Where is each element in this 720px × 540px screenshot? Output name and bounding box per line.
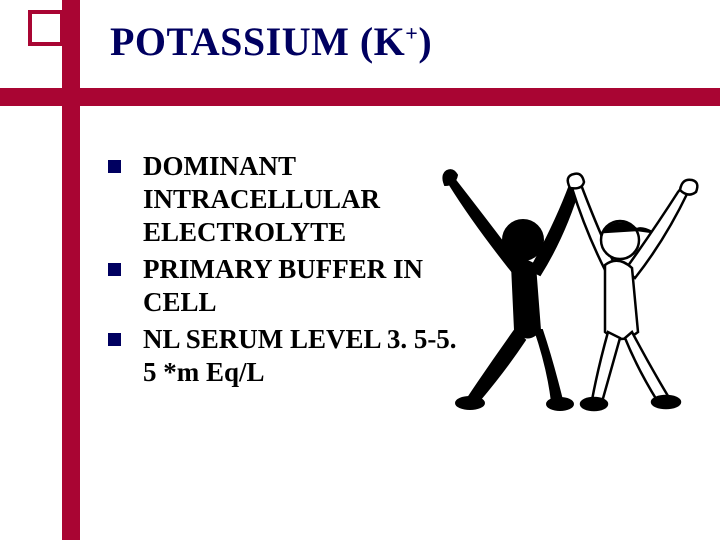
horizontal-bar [0, 88, 720, 106]
title-prefix: POTASSIUM (K [110, 19, 405, 64]
slide-title: POTASSIUM (K+) [110, 18, 432, 65]
bullet-icon [108, 160, 121, 173]
list-item: PRIMARY BUFFER IN CELL [108, 253, 458, 319]
bullet-text: NL SERUM LEVEL 3. 5-5. 5 *m Eq/L [143, 323, 458, 389]
list-item: DOMINANT INTRACELLULAR ELECTROLYTE [108, 150, 458, 249]
bullet-text: DOMINANT INTRACELLULAR ELECTROLYTE [143, 150, 458, 249]
bullet-icon [108, 263, 121, 276]
bullet-list: DOMINANT INTRACELLULAR ELECTROLYTE PRIMA… [108, 150, 458, 393]
list-item: NL SERUM LEVEL 3. 5-5. 5 *m Eq/L [108, 323, 458, 389]
bullet-icon [108, 333, 121, 346]
high-five-figures-icon [420, 130, 700, 420]
vertical-bar [62, 0, 80, 540]
title-accent-box [28, 10, 64, 46]
title-superscript: + [405, 21, 418, 46]
bullet-text: PRIMARY BUFFER IN CELL [143, 253, 458, 319]
title-suffix: ) [418, 19, 432, 64]
